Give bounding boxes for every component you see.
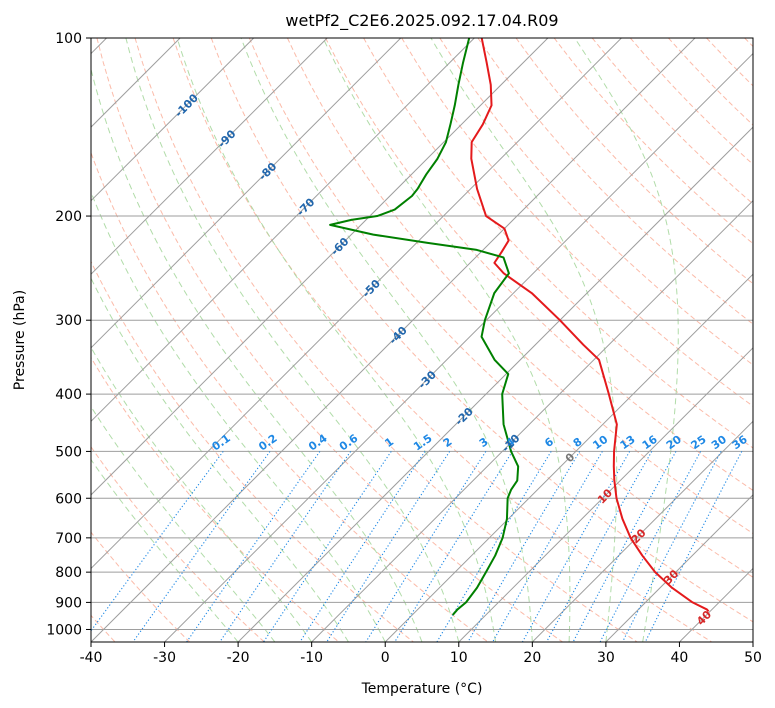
- y-tick-label: 100: [55, 31, 82, 47]
- y-tick-label: 600: [55, 491, 82, 507]
- mixing-ratio-line: [621, 451, 722, 642]
- plot-frame: [90, 37, 754, 643]
- moist-adiabat: [176, 38, 497, 642]
- moist-adiabat: [91, 405, 276, 642]
- mixing-ratio-line: [326, 451, 451, 642]
- mixing-ratio-line: [91, 451, 224, 632]
- isotherm-gridline: [384, 273, 753, 642]
- temperature-line: [470, 38, 710, 613]
- moist-adiabat: [91, 67, 423, 642]
- dry-adiabat: [286, 38, 753, 535]
- mixing-ratio-line: [467, 451, 581, 642]
- y-tick-label: 500: [55, 444, 82, 460]
- y-tick-label: 200: [55, 209, 82, 225]
- x-tick-label: 30: [597, 650, 615, 666]
- mixing-ratio-line: [599, 451, 702, 642]
- moist-adiabat: [322, 38, 571, 642]
- isotherm-gridline: [458, 347, 753, 642]
- x-tick-label: -20: [227, 650, 250, 666]
- chart-title: wetPf2_C2E6.2025.092.17.04.R09: [285, 11, 558, 31]
- moist-adiabat: [574, 38, 679, 642]
- moist-adiabat: [240, 38, 533, 642]
- x-tick-label: -10: [300, 650, 323, 666]
- moist-adiabat: [91, 277, 349, 642]
- dry-adiabat: [91, 151, 489, 642]
- isotherm-gridline: [91, 38, 255, 202]
- isotherm-gridline: [91, 38, 475, 423]
- y-tick-label: 700: [55, 531, 82, 547]
- axes: -40 -30 -20 -10 0 10 20 30 40 50 100 200 300 400 500 60…: [46, 31, 762, 666]
- isotherm-gridline: [605, 494, 753, 642]
- dry-adiabat: [325, 38, 753, 491]
- x-tick-label: 0: [381, 650, 390, 666]
- y-tick-label: 900: [55, 595, 82, 611]
- y-tick-label: 1000: [46, 622, 82, 638]
- x-tick-label: -30: [153, 650, 176, 666]
- x-tick-label: -40: [80, 650, 103, 666]
- isotherm-gridline: [237, 126, 753, 642]
- y-tick-label: 800: [55, 565, 82, 581]
- y-tick-label: 300: [55, 313, 82, 329]
- moist-adiabat: [91, 458, 239, 642]
- mixing-ratio-line: [185, 451, 321, 642]
- dry-adiabat: [248, 38, 753, 578]
- mixing-ratio-line: [572, 451, 677, 642]
- dewpoint-line: [329, 38, 520, 616]
- mixing-ratio-line: [394, 451, 513, 642]
- isotherm-gridline: [91, 38, 696, 642]
- x-tick-label: 50: [744, 650, 762, 666]
- x-tick-label: 10: [450, 650, 468, 666]
- profile-lines: [329, 38, 710, 616]
- isotherm-gridline: [91, 38, 328, 275]
- mixing-ratio-line: [299, 451, 426, 642]
- y-tick-label: 400: [55, 387, 82, 403]
- mixing-ratio-line: [436, 451, 552, 642]
- background-lines: [91, 38, 753, 642]
- mixing-ratio-line: [365, 451, 487, 642]
- x-tick-label: 20: [523, 650, 541, 666]
- dry-adiabat: [210, 38, 753, 623]
- isotherm-gridline: [91, 38, 402, 349]
- moist-adiabat: [430, 38, 618, 642]
- isotherm-gridline: [164, 52, 753, 642]
- isotherm-gridline: [91, 38, 622, 570]
- x-tick-label: 40: [671, 650, 689, 666]
- moist-adiabat: [91, 190, 386, 642]
- mixing-ratio-line: [521, 451, 631, 642]
- moist-adiabat: [125, 38, 460, 642]
- x-axis-label: Temperature (°C): [361, 681, 483, 697]
- isotherm-gridline: [311, 199, 753, 642]
- y-axis-label: Pressure (hPa): [12, 290, 28, 390]
